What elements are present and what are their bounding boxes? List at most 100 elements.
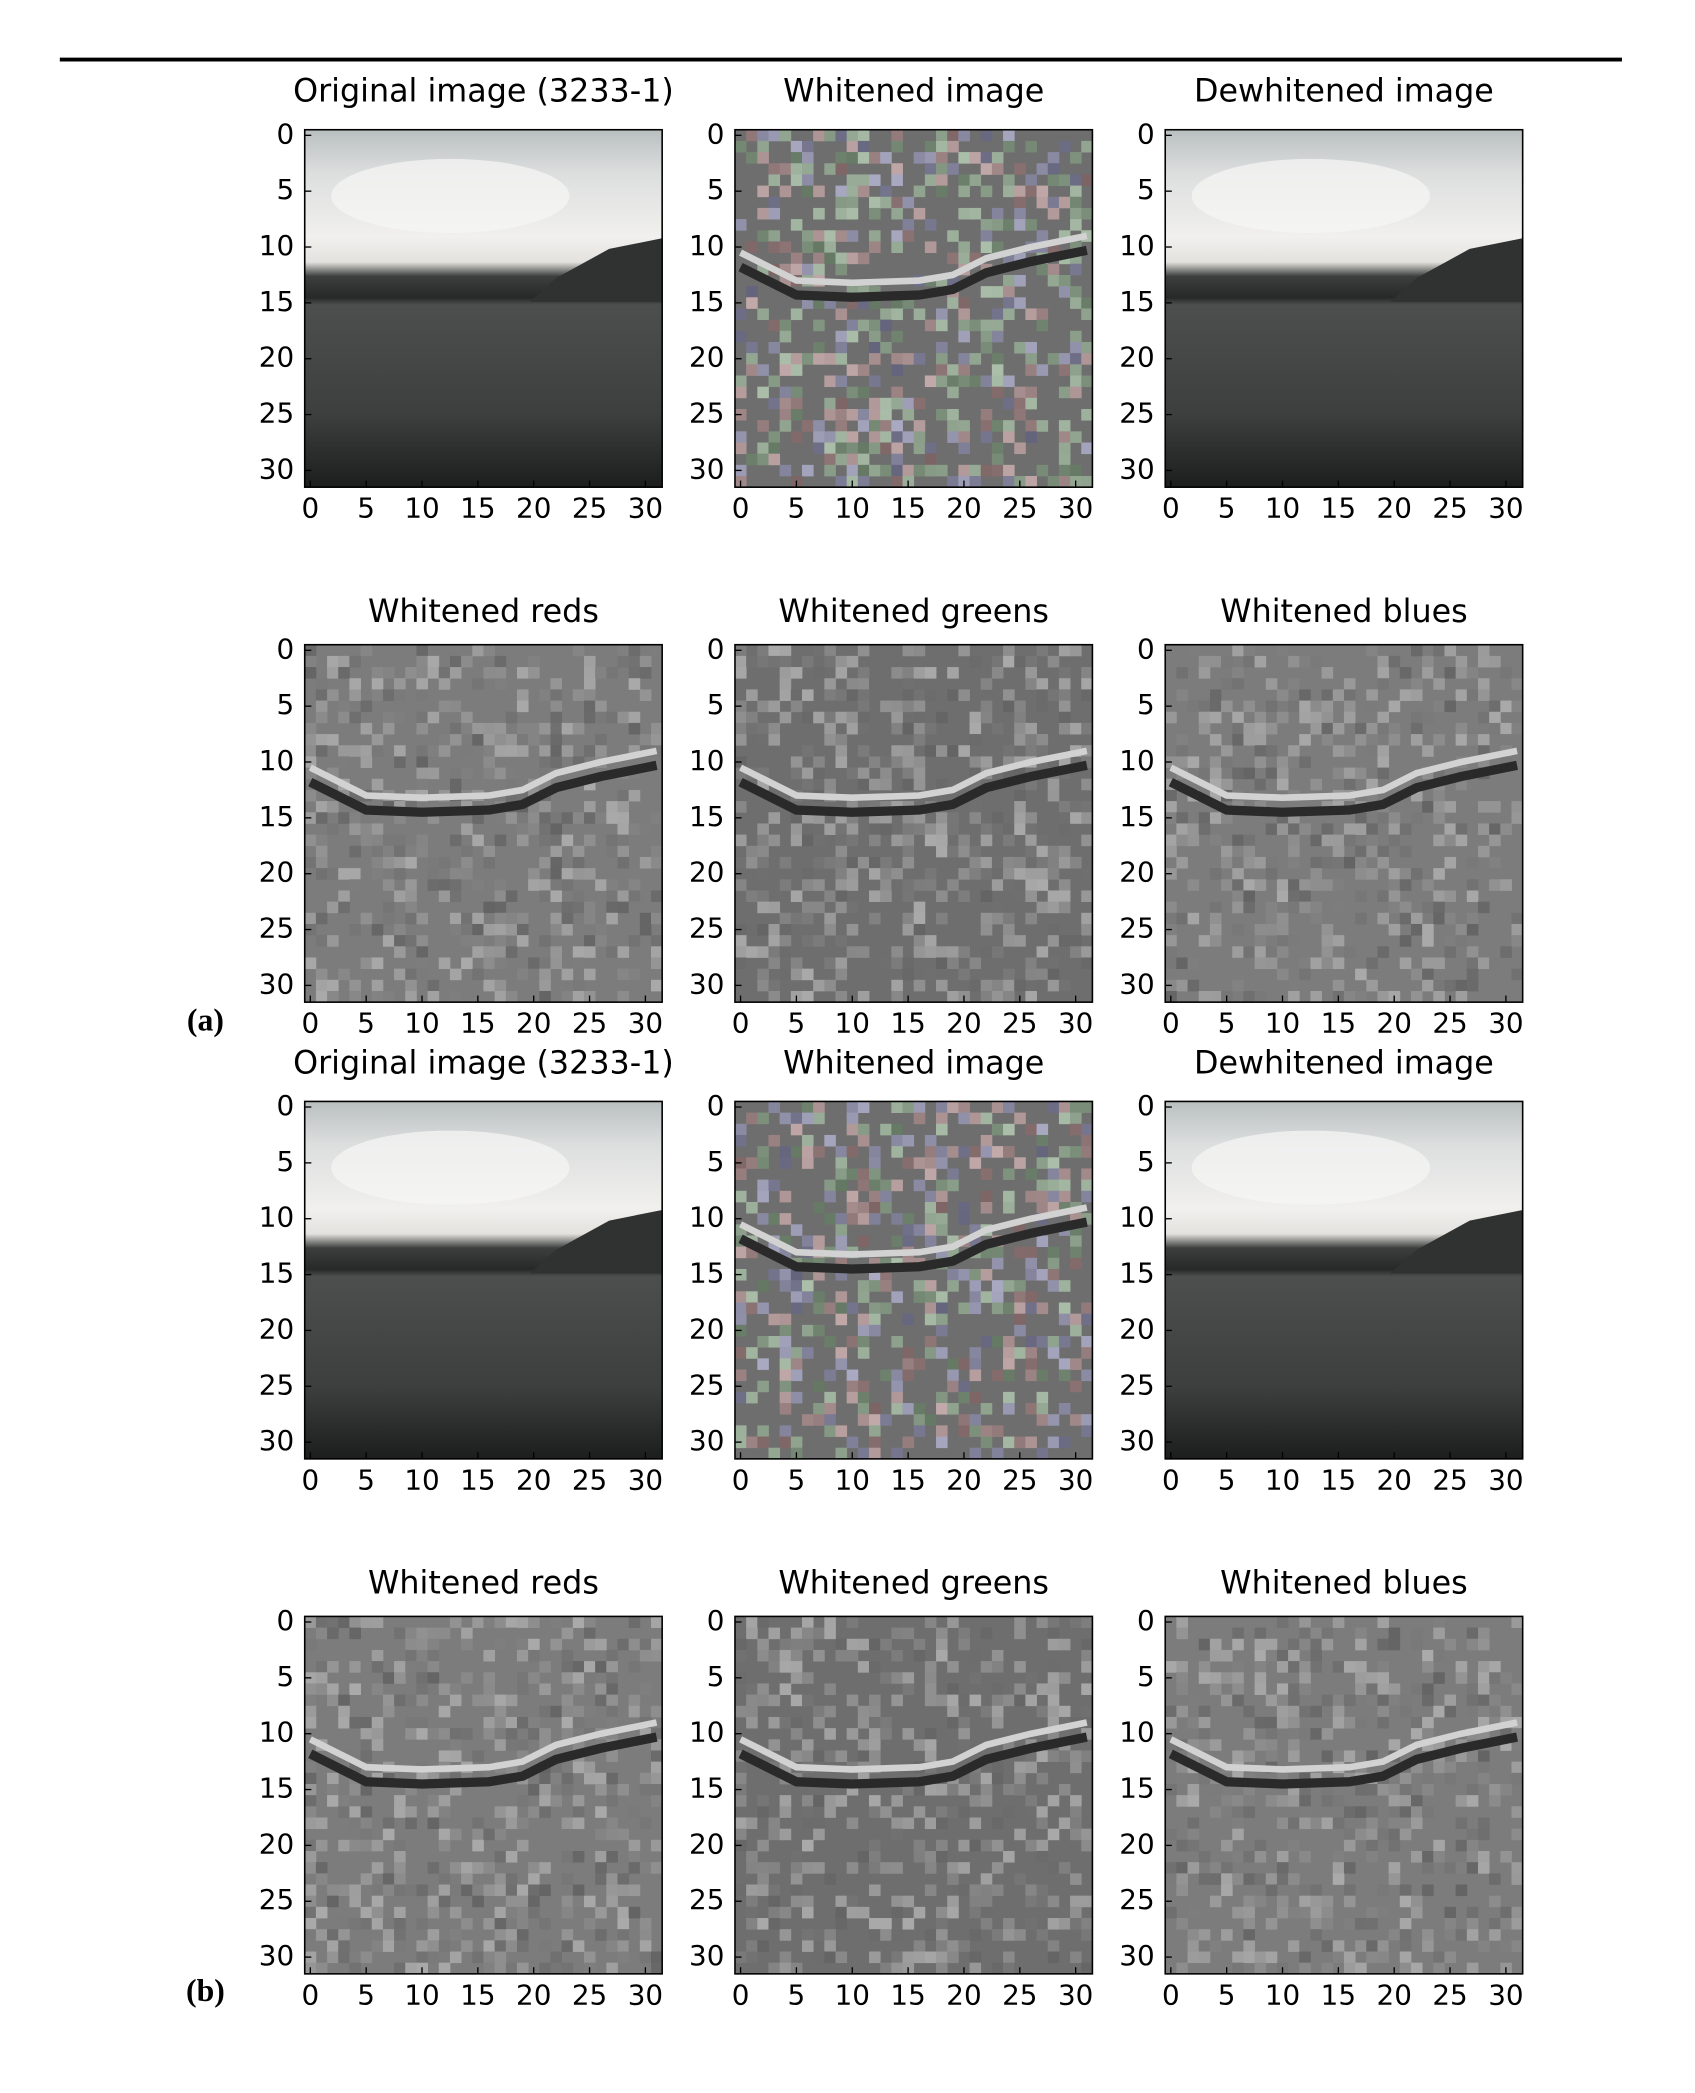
- y-tick-label: 30: [1119, 452, 1154, 485]
- image-cell: [846, 252, 859, 265]
- image-cell: [846, 1146, 859, 1158]
- image-cell: [539, 834, 551, 847]
- image-cell: [969, 756, 982, 768]
- image-cell: [869, 834, 881, 847]
- axes-frame: [303, 1615, 663, 1975]
- image-cell: [1276, 912, 1289, 925]
- image-cell: [1025, 1839, 1037, 1852]
- image-cell: [1343, 689, 1356, 701]
- x-tick-label: 25: [1432, 492, 1467, 525]
- image-cell: [1003, 1391, 1015, 1404]
- image-cell: [846, 1436, 859, 1449]
- x-tick-label: 15: [460, 1978, 495, 2011]
- image-cell: [572, 1661, 585, 1673]
- image-cell: [734, 767, 747, 780]
- image-cell: [835, 890, 848, 903]
- image-cell: [1433, 1739, 1445, 1751]
- image-cell: [1243, 1906, 1255, 1919]
- image-cell: [561, 868, 574, 880]
- image-cell: [1466, 890, 1479, 903]
- image-cell: [394, 1694, 406, 1707]
- image-cell: [757, 845, 769, 858]
- image-cell: [790, 1436, 803, 1449]
- image-cell: [1014, 1157, 1026, 1169]
- image-cell: [947, 420, 959, 432]
- image-cell: [813, 1146, 825, 1158]
- image-hill: [529, 238, 663, 302]
- image-cell: [1003, 1951, 1015, 1964]
- image-cell: [1422, 1716, 1434, 1729]
- image-cell: [461, 1918, 473, 1930]
- image-cell: [1081, 756, 1093, 768]
- image-cell: [483, 1716, 496, 1729]
- image-cell: [835, 1224, 848, 1236]
- image-cell: [1058, 1280, 1071, 1292]
- image-cell: [768, 375, 781, 388]
- image-cell: [824, 1391, 836, 1404]
- image-cell: [824, 1213, 836, 1225]
- image-cell: [801, 823, 814, 835]
- image-cell: [1489, 834, 1501, 847]
- image-cell: [824, 453, 836, 466]
- image-cell: [824, 1616, 836, 1628]
- image-cell: [913, 734, 926, 746]
- image-cell: [913, 397, 926, 410]
- image-cell: [1422, 1884, 1434, 1897]
- image-cell: [835, 745, 848, 757]
- image-cell: [528, 812, 540, 824]
- image-cell: [394, 868, 406, 880]
- image-cell: [947, 1358, 959, 1370]
- image-cell: [416, 1716, 428, 1729]
- image-cell: [980, 923, 993, 936]
- x-tick-label: 30: [628, 1978, 663, 2011]
- image-cell: [1299, 1850, 1311, 1863]
- image-cell: [494, 1884, 507, 1897]
- x-tick-label: 15: [1321, 1978, 1356, 2011]
- image-cell: [1265, 722, 1278, 735]
- x-tick-label: 15: [460, 1007, 495, 1040]
- image-cell: [1058, 700, 1071, 713]
- image-cell: [1399, 1772, 1412, 1785]
- image-cell: [1489, 856, 1501, 869]
- image-cell: [1003, 1918, 1015, 1930]
- image-cell: [768, 1694, 781, 1707]
- image-cell: [349, 1918, 361, 1930]
- image-cell: [913, 722, 926, 735]
- image-cell: [924, 1347, 937, 1359]
- image-cell: [891, 174, 903, 186]
- image-cell: [1036, 968, 1049, 981]
- image-cell: [349, 1627, 361, 1640]
- image-cell: [734, 1649, 747, 1662]
- image-cell: [539, 1772, 551, 1785]
- image-cell: [628, 667, 641, 679]
- image-cell: [924, 1201, 937, 1214]
- image-cell: [1366, 778, 1378, 791]
- image-cell: [1014, 1772, 1026, 1785]
- image-cell: [936, 1224, 948, 1236]
- image-cell: [768, 700, 781, 713]
- image-cell: [583, 1616, 596, 1628]
- image-cell: [801, 1862, 814, 1874]
- image-cell: [494, 722, 507, 735]
- image-cell: [360, 1661, 373, 1673]
- image-cell: [746, 722, 758, 735]
- image-cell: [980, 1336, 993, 1348]
- y-tick-label: 30: [689, 967, 724, 1000]
- image-cell: [835, 868, 848, 880]
- image-cell: [494, 734, 507, 746]
- image-cell: [857, 1324, 870, 1337]
- image-cell: [505, 1940, 518, 1952]
- image-cell: [1254, 1962, 1267, 1975]
- image-cell: [991, 308, 1004, 321]
- image-cell: [1025, 1347, 1037, 1359]
- image-cell: [835, 1213, 848, 1225]
- image-cell: [550, 1962, 563, 1975]
- image-cell: [427, 1817, 440, 1830]
- image-cell: [1003, 990, 1015, 1003]
- image-cell: [528, 879, 540, 891]
- image-cell: [394, 890, 406, 903]
- image-cell: [1477, 823, 1490, 835]
- image-cell: [1036, 1157, 1049, 1169]
- image-cell: [757, 1336, 769, 1348]
- image-cell: [958, 431, 970, 443]
